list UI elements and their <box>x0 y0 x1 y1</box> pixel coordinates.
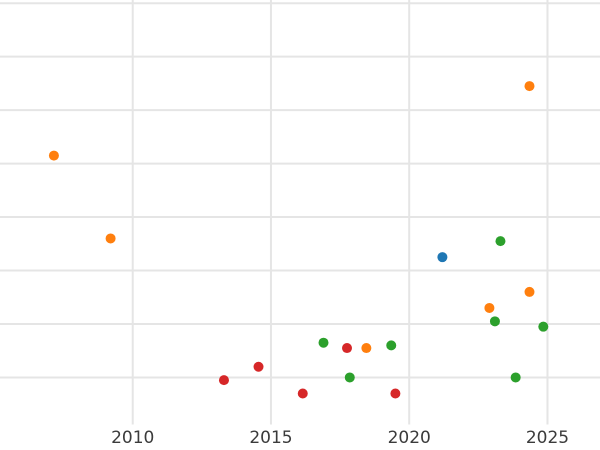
data-point-green <box>386 340 397 351</box>
data-point-orange <box>524 286 535 297</box>
data-point-orange <box>105 233 116 244</box>
data-point-orange <box>361 343 372 354</box>
data-point-orange <box>524 81 535 92</box>
data-point-red <box>390 388 401 399</box>
data-point-green <box>344 372 355 383</box>
data-point-red <box>218 375 229 386</box>
data-point-green <box>510 372 521 383</box>
data-point-orange <box>484 302 495 313</box>
data-point-green <box>495 236 506 247</box>
data-point-red <box>297 388 308 399</box>
data-point-orange <box>48 150 59 161</box>
data-point-red <box>253 361 264 372</box>
data-point-blue <box>437 252 448 263</box>
data-point-red <box>342 343 353 354</box>
data-point-green <box>538 321 549 332</box>
data-point-green <box>489 316 500 327</box>
data-point-green <box>318 337 329 348</box>
